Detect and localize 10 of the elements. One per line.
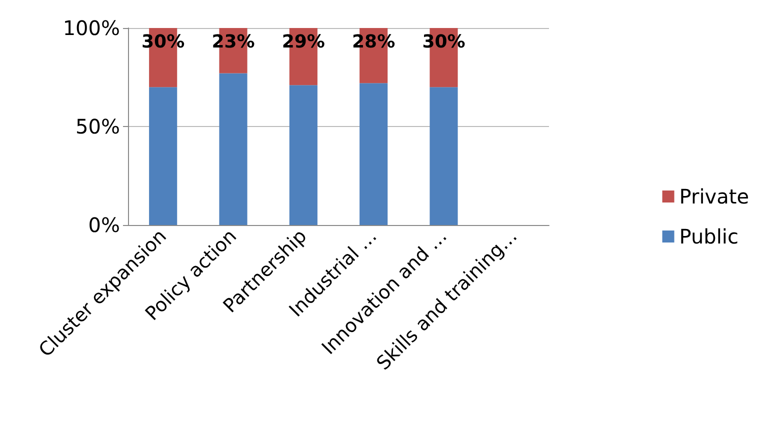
bar [289, 85, 318, 225]
bar [219, 73, 248, 225]
y-tick-label: 0% [88, 213, 120, 237]
bar [430, 87, 458, 225]
legend-label: Private [679, 184, 750, 208]
y-tick-label: 100% [62, 16, 120, 40]
bar [360, 83, 388, 225]
bar [149, 87, 178, 225]
y-tick-label: 50% [76, 114, 120, 138]
legend-label: Public [679, 224, 738, 248]
